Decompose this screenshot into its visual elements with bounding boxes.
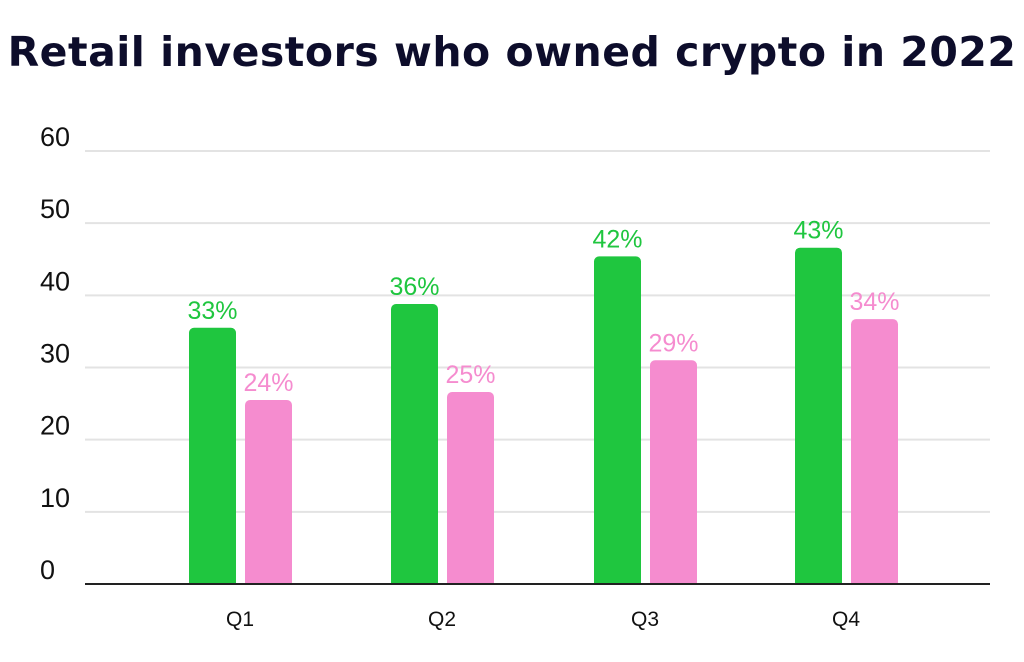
x-tick-label: Q3 bbox=[631, 608, 659, 631]
bar-q3-series-2 bbox=[650, 360, 697, 584]
data-label: 25% bbox=[445, 361, 495, 389]
bar-q4-series-2 bbox=[851, 319, 898, 584]
bar-base-q3-series-2 bbox=[650, 578, 697, 584]
data-label: 43% bbox=[793, 217, 843, 245]
bar-base-q4-series-1 bbox=[795, 578, 842, 584]
bar-q1-series-2 bbox=[245, 399, 292, 584]
y-tick-label: 20 bbox=[40, 411, 70, 441]
bar-q1-series-1 bbox=[189, 327, 236, 584]
data-label: 36% bbox=[389, 273, 439, 301]
x-axis-ticks: Q1 Q2 Q3 Q4 bbox=[226, 608, 860, 631]
bar-base-q1-series-1 bbox=[189, 578, 236, 584]
y-axis-ticks: 0 10 20 30 40 50 60 bbox=[40, 122, 70, 585]
data-labels: 33% 24% 36% 25% 42% 29% 43% 34% bbox=[187, 217, 899, 397]
data-label: 24% bbox=[243, 369, 293, 397]
y-tick-label: 60 bbox=[40, 122, 70, 152]
y-tick-label: 0 bbox=[40, 555, 55, 585]
bar-q2-series-2 bbox=[447, 392, 494, 584]
data-label: 29% bbox=[648, 329, 698, 357]
bar-q4-series-1 bbox=[795, 247, 842, 584]
bar-base-q1-series-2 bbox=[245, 578, 292, 584]
bar-q2-series-1 bbox=[391, 303, 438, 584]
x-tick-label: Q2 bbox=[428, 608, 456, 631]
chart-title: Retail investors who owned crypto in 202… bbox=[7, 28, 1017, 76]
bar-base-q3-series-1 bbox=[594, 578, 641, 584]
bar-q3-series-1 bbox=[594, 256, 641, 584]
data-label: 33% bbox=[187, 297, 237, 325]
x-tick-label: Q1 bbox=[226, 608, 254, 631]
bar-base-q2-series-1 bbox=[391, 578, 438, 584]
y-tick-label: 40 bbox=[40, 266, 70, 296]
bar-base-q2-series-2 bbox=[447, 578, 494, 584]
y-tick-label: 10 bbox=[40, 483, 70, 513]
data-label: 34% bbox=[849, 288, 899, 316]
x-tick-label: Q4 bbox=[832, 608, 860, 631]
data-label: 42% bbox=[592, 225, 642, 253]
bars bbox=[189, 247, 898, 584]
y-tick-label: 50 bbox=[40, 194, 70, 224]
y-tick-label: 30 bbox=[40, 339, 70, 369]
bar-base-q4-series-2 bbox=[851, 578, 898, 584]
